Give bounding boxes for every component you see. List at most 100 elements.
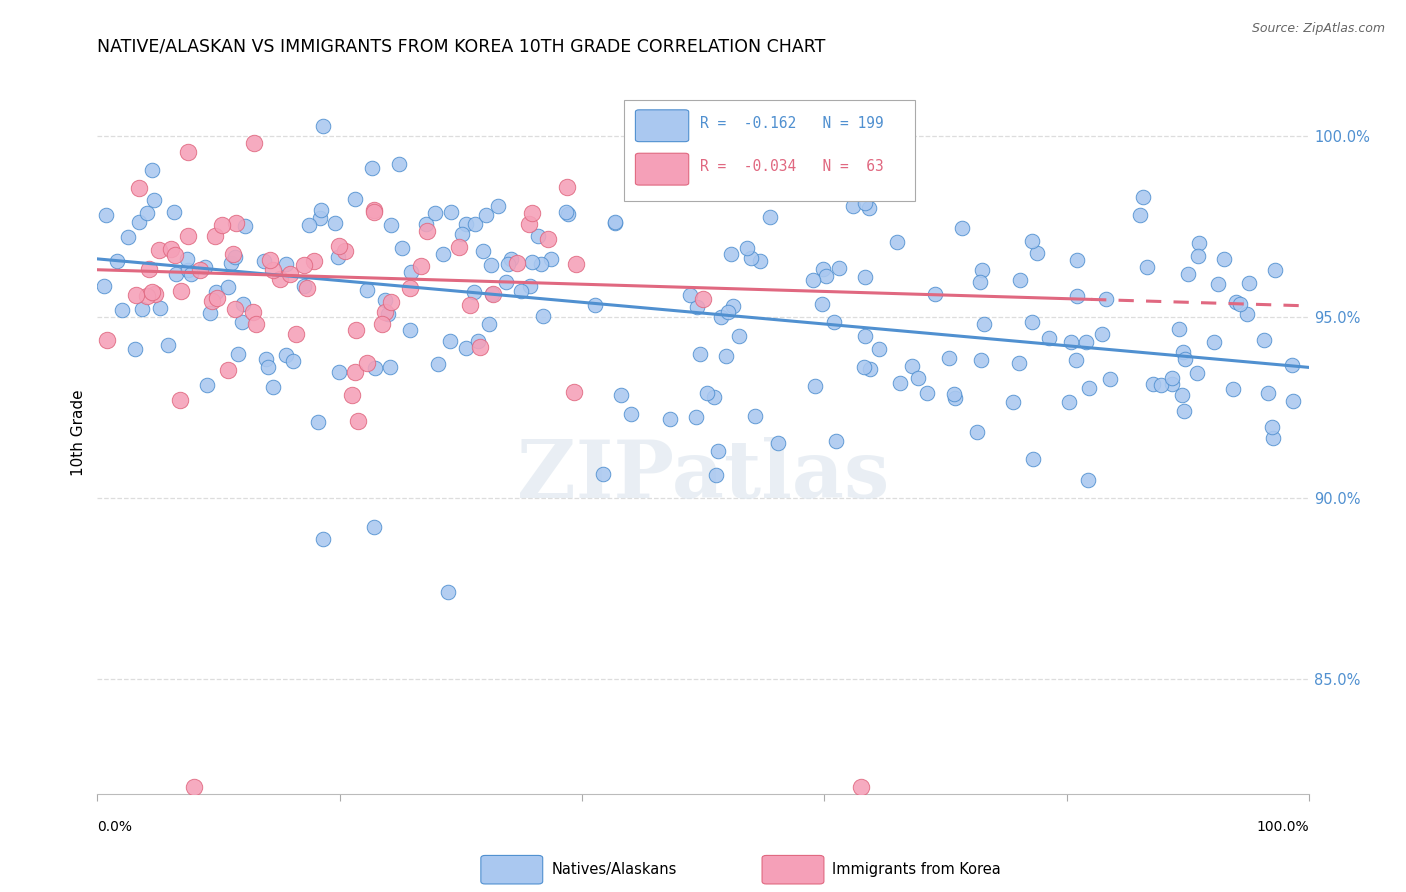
Point (517, 218, 540, 232)
Point (1025, 246, 1047, 260)
Point (253, 253, 276, 268)
Point (481, 259, 503, 273)
Point (692, 292, 714, 306)
Point (454, 342, 477, 356)
Point (138, 261, 160, 276)
Point (377, 306, 399, 320)
Point (468, 340, 491, 354)
Point (709, 310, 731, 324)
Point (278, 268, 301, 282)
Point (537, 231, 560, 245)
Point (482, 287, 505, 301)
Point (96, 333, 118, 347)
Point (853, 196, 876, 211)
Point (720, 247, 742, 261)
Point (188, 263, 211, 277)
Text: 0.0%: 0.0% (97, 820, 132, 834)
Point (889, 376, 911, 391)
Point (1064, 352, 1087, 367)
Point (1239, 276, 1261, 290)
Point (432, 247, 454, 261)
Point (94, 208, 117, 222)
Point (1059, 394, 1081, 409)
Point (1282, 393, 1305, 408)
Point (1225, 294, 1247, 309)
Point (973, 317, 995, 331)
Point (363, 520, 385, 534)
Point (437, 584, 460, 599)
Point (530, 257, 553, 271)
Point (1098, 371, 1121, 385)
Point (363, 204, 385, 219)
Point (124, 342, 146, 356)
Point (1129, 208, 1152, 222)
Point (328, 365, 350, 379)
Point (1022, 452, 1045, 467)
Point (141, 163, 163, 178)
Point (583, 298, 606, 312)
Point (759, 210, 782, 224)
Point (170, 284, 193, 298)
Point (307, 416, 329, 430)
Text: Source: ZipAtlas.com: Source: ZipAtlas.com (1251, 22, 1385, 36)
Point (176, 252, 198, 266)
Point (853, 270, 876, 285)
Point (1264, 262, 1286, 277)
Point (243, 136, 266, 150)
Point (323, 216, 346, 230)
Point (328, 250, 350, 264)
Point (495, 275, 517, 289)
Point (423, 206, 446, 220)
Point (415, 217, 437, 231)
Point (217, 363, 239, 377)
Point (1222, 382, 1244, 396)
Point (540, 252, 562, 267)
Point (415, 224, 437, 238)
Point (281, 354, 304, 368)
Point (312, 120, 335, 134)
Point (1010, 273, 1032, 287)
Point (685, 410, 707, 425)
Point (1161, 370, 1184, 384)
Point (360, 161, 382, 176)
Point (938, 351, 960, 366)
Point (1257, 386, 1279, 401)
Point (1187, 249, 1209, 263)
Point (703, 391, 725, 405)
Point (391, 241, 413, 255)
Point (658, 412, 681, 426)
FancyBboxPatch shape (624, 100, 915, 201)
Point (1066, 253, 1088, 268)
Point (1261, 431, 1284, 445)
Point (1008, 356, 1031, 370)
Point (292, 279, 315, 293)
Point (803, 272, 825, 286)
Point (825, 434, 848, 449)
Point (1077, 381, 1099, 395)
Point (460, 298, 482, 312)
Point (1001, 394, 1024, 409)
Point (128, 214, 150, 228)
Point (1185, 366, 1208, 380)
Point (262, 263, 284, 277)
Point (1091, 326, 1114, 341)
Point (374, 304, 396, 318)
Point (374, 293, 396, 308)
Point (811, 297, 834, 311)
Point (1281, 358, 1303, 372)
Point (231, 315, 253, 329)
Point (1095, 292, 1118, 306)
Point (1174, 352, 1197, 367)
Point (1261, 419, 1284, 434)
Point (117, 230, 139, 244)
Point (557, 207, 579, 221)
Text: R =  -0.034   N =  63: R = -0.034 N = 63 (700, 160, 883, 175)
Point (194, 260, 217, 274)
Point (380, 218, 402, 232)
Point (295, 281, 318, 295)
Point (201, 294, 224, 309)
Point (165, 248, 187, 262)
Point (970, 262, 993, 277)
Point (135, 206, 157, 220)
Point (969, 275, 991, 289)
